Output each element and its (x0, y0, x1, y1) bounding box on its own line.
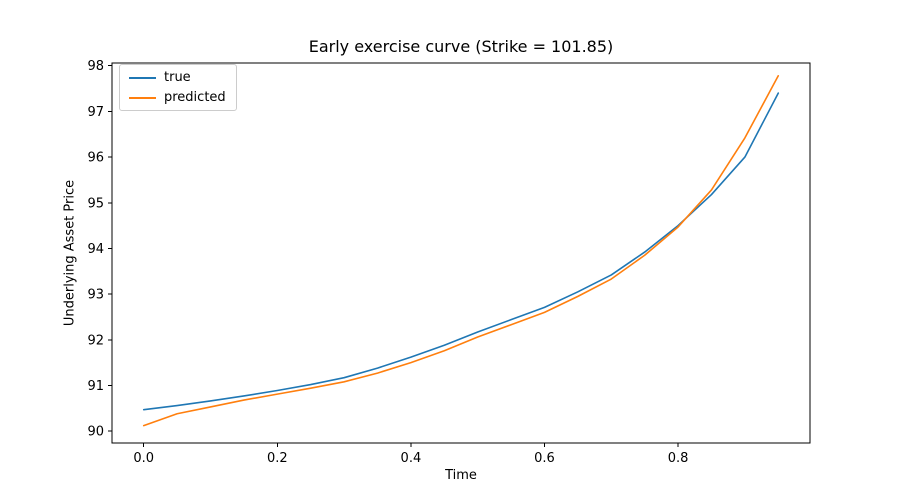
series-line-true (142, 92, 780, 411)
y-axis-label: Underlying Asset Price (62, 179, 78, 327)
legend-label: true (164, 70, 191, 85)
x-axis-label: Time (445, 468, 477, 483)
y-tick-label: 98 (87, 59, 104, 74)
x-tick-label: 0.0 (133, 451, 154, 466)
y-tick-label: 91 (87, 379, 104, 394)
y-tick-label: 92 (87, 333, 104, 348)
legend-line-sample-predicted (129, 96, 156, 99)
y-tick-label: 94 (87, 242, 104, 257)
axes-spines (111, 62, 811, 444)
legend-item-predicted: predicted (129, 91, 226, 104)
legend-label: predicted (164, 90, 226, 105)
y-tick-label: 90 (87, 425, 104, 440)
y-tick-label: 96 (87, 151, 104, 166)
y-tick-label: 97 (87, 105, 104, 120)
x-tick-label: 0.4 (401, 451, 422, 466)
y-tick-label: 93 (87, 288, 104, 303)
x-tick-label: 0.8 (668, 451, 689, 466)
series-line-predicted (142, 74, 780, 427)
y-tick-label: 95 (87, 196, 104, 211)
x-tick-label: 0.6 (534, 451, 555, 466)
chart-title: Early exercise curve (Strike = 101.85) (308, 37, 614, 56)
x-tick-label: 0.2 (267, 451, 288, 466)
legend-line-sample-true (129, 76, 156, 79)
legend: true predicted (119, 64, 237, 111)
legend-item-true: true (129, 71, 226, 84)
